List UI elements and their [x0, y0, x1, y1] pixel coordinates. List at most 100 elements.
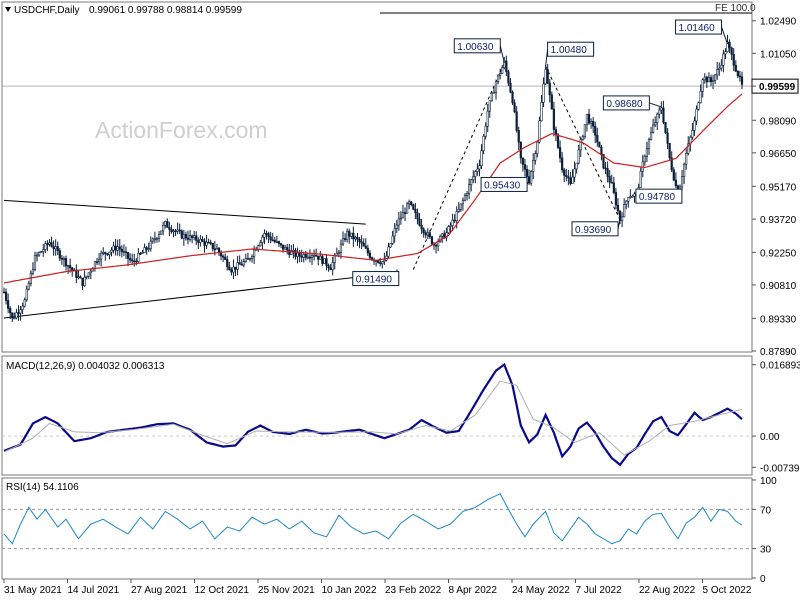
candle-body: [317, 255, 320, 260]
candle-body: [592, 121, 595, 127]
candle-body: [724, 51, 727, 55]
candle-body: [222, 255, 225, 258]
candle-body: [358, 239, 361, 243]
rsi-axis-ticks: 100 70 30 0: [752, 476, 777, 585]
annotation-label: 0.93690: [575, 225, 612, 236]
candle-body: [64, 258, 68, 267]
candle-body: [97, 258, 101, 263]
candle-body: [79, 276, 82, 279]
candle-body: [174, 230, 177, 233]
candle-body: [701, 79, 704, 92]
candle-body: [331, 262, 334, 271]
candle-body: [695, 108, 698, 122]
date-axis-ticks: 31 May 2021 14 Jul 2021 27 Aug 2021 12 Oct …: [3, 579, 752, 596]
candle-body: [722, 53, 725, 66]
candle-body: [48, 242, 51, 245]
candle-body: [430, 236, 434, 245]
candle-body: [157, 233, 161, 239]
candle-body: [104, 251, 107, 255]
candle-body: [542, 83, 545, 103]
candle-body: [46, 243, 49, 245]
candle-body: [246, 258, 250, 260]
candle-body: [186, 237, 190, 240]
candle-body: [9, 308, 12, 314]
date-tick-label: 25 Nov 2021: [258, 585, 315, 596]
candle-body: [726, 41, 729, 53]
watermark: ActionForex.com: [95, 117, 268, 143]
candle-body: [478, 165, 481, 170]
candle-body: [93, 261, 97, 269]
candle-body: [135, 260, 138, 263]
candle-body: [540, 102, 543, 122]
candle-body: [15, 312, 18, 319]
candle-body: [604, 167, 607, 170]
candle-body: [426, 232, 429, 236]
candle-body: [226, 259, 229, 268]
candle-body: [124, 251, 128, 253]
candle-body: [205, 241, 208, 246]
macd-panel: [1, 355, 753, 476]
candle-body: [414, 208, 417, 214]
candle-body: [687, 143, 690, 154]
candle-body: [598, 141, 601, 148]
candle-body: [654, 122, 657, 126]
candle-body: [439, 235, 442, 242]
candle-body: [319, 255, 322, 260]
candle-body: [275, 241, 278, 243]
price-tick-label: 0.93720: [760, 215, 797, 226]
candle-body: [714, 74, 717, 81]
candle-body: [126, 252, 130, 259]
candle-body: [180, 230, 183, 239]
candle-body: [484, 125, 487, 137]
candle-body: [240, 264, 243, 266]
candle-body: [583, 124, 586, 137]
candle-body: [393, 228, 396, 237]
candle-body: [596, 134, 599, 143]
candle-body: [188, 235, 192, 240]
candle-body: [343, 238, 347, 240]
candle-body: [643, 156, 646, 163]
candle-body: [625, 200, 628, 205]
candle-body: [269, 236, 272, 241]
candle-body: [548, 82, 551, 96]
candle-body: [40, 251, 43, 253]
candle-body: [377, 260, 380, 263]
candle-body: [707, 77, 711, 83]
candle-body: [52, 246, 55, 250]
candle-body: [286, 247, 289, 251]
candle-body: [4, 291, 8, 301]
candle-body: [389, 243, 392, 248]
candle-body: [699, 91, 702, 103]
candle-body: [732, 54, 735, 66]
annotation-label: 0.94780: [639, 192, 676, 203]
candle-body: [550, 94, 553, 110]
candle-body: [13, 317, 16, 320]
header-arrow-icon: [5, 7, 11, 12]
rsi-grid: [2, 508, 752, 550]
candle-body: [534, 153, 537, 161]
candle-body: [110, 249, 113, 253]
macd-tick-label: 0.016893: [760, 361, 800, 372]
candle-body: [453, 219, 456, 222]
candle-body: [468, 184, 471, 194]
candle-body: [383, 259, 386, 263]
candle-body: [658, 109, 661, 115]
candle-body: [118, 246, 121, 250]
candle-body: [501, 67, 504, 74]
candle-body: [670, 157, 673, 171]
candle-body: [672, 169, 675, 181]
candle-body: [215, 247, 219, 250]
candle-body: [614, 192, 617, 206]
candle-body: [360, 241, 363, 244]
candle-body: [424, 232, 427, 236]
date-tick-label: 22 Aug 2022: [639, 585, 696, 596]
candle-body: [594, 126, 597, 136]
candle-body: [120, 248, 123, 253]
candle-body: [75, 269, 78, 278]
annotation-label: 0.95430: [484, 180, 521, 191]
candle-body: [339, 243, 343, 253]
candle-body: [191, 235, 194, 238]
candle-body: [263, 233, 266, 238]
ohlc-label: 0.99061 0.99788 0.98814 0.99599: [89, 5, 242, 16]
